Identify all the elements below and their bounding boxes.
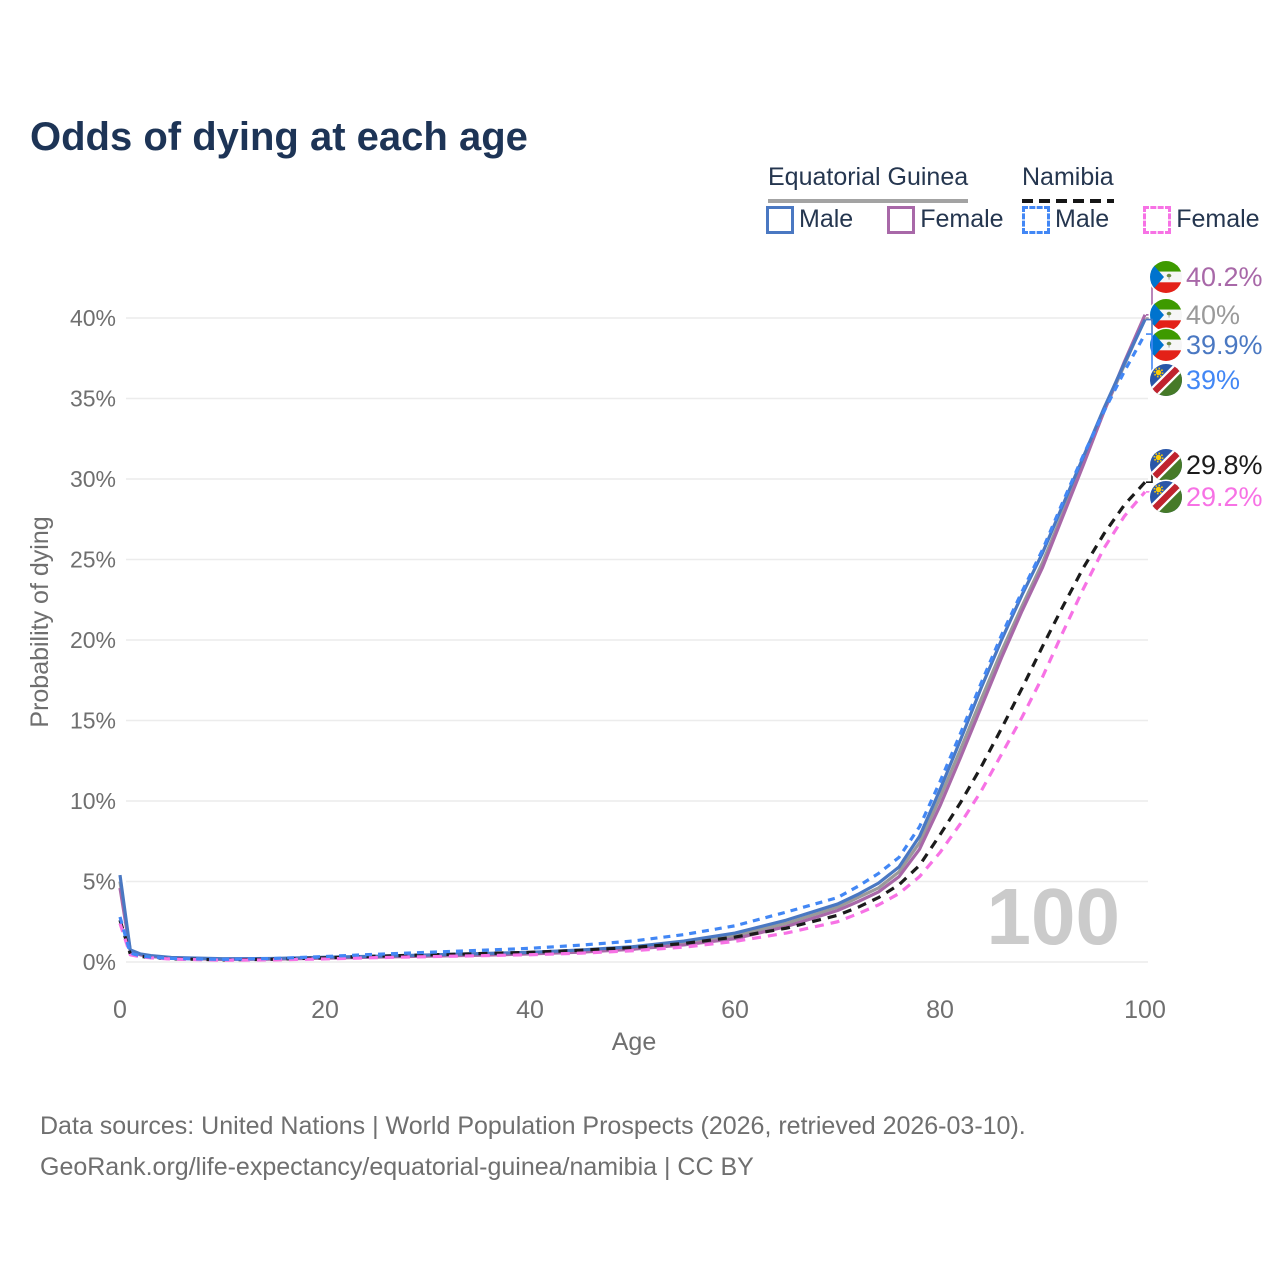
y-axis-tick-label: 15% <box>70 708 116 734</box>
end-value-label: 40.2% <box>1186 262 1263 292</box>
x-axis-tick-label: 0 <box>113 996 127 1024</box>
legend-swatch-eq-female <box>887 205 916 234</box>
series-line <box>118 333 1147 962</box>
y-axis-tick-label: 25% <box>70 547 116 573</box>
equatorial-guinea-flag-icon <box>1150 329 1182 361</box>
legend-label-eq-female: Female <box>920 205 1004 233</box>
legend-group-namibia: Namibia <box>1022 163 1114 203</box>
end-value-label: 29.2% <box>1186 482 1263 512</box>
equatorial-guinea-flag-icon <box>1150 261 1182 293</box>
y-axis-tick-label: 0% <box>83 949 116 975</box>
legend-label-na-male: Male <box>1055 205 1110 233</box>
y-axis-tick-label: 40% <box>70 305 116 331</box>
legend-country-namibia: Namibia <box>1022 163 1114 191</box>
legend-item-na-male[interactable]: Male <box>1022 205 1109 234</box>
age-watermark: 100 <box>987 872 1120 961</box>
y-axis-tick-label: 30% <box>70 466 116 492</box>
legend-swatch-na-male <box>1022 205 1050 234</box>
legend-item-eq-female[interactable]: Female <box>887 205 1004 234</box>
end-value-label: 39.9% <box>1186 330 1263 360</box>
end-value-label: 39% <box>1186 365 1240 395</box>
legend-items-equatorial-guinea: Male Female <box>766 205 1004 234</box>
attribution-text: GeoRank.org/life-expectancy/equatorial-g… <box>40 1153 754 1181</box>
data-sources-text: Data sources: United Nations | World Pop… <box>40 1112 1026 1140</box>
y-axis-tick-label: 5% <box>83 869 116 895</box>
page-title: Odds of dying at each age <box>30 114 528 159</box>
x-axis-tick-label: 40 <box>516 996 544 1024</box>
y-axis-tick-label: 20% <box>70 627 116 653</box>
y-axis-title: Probability of dying <box>26 516 54 727</box>
y-axis-tick-label: 35% <box>70 386 116 412</box>
series-line <box>118 314 1147 962</box>
y-axis-tick-label: 10% <box>70 788 116 814</box>
legend-country-equatorial-guinea: Equatorial Guinea <box>768 163 969 191</box>
legend-swatch-eq-male <box>766 205 794 234</box>
series-line <box>118 317 1147 961</box>
legend-items-namibia: Male Female <box>1022 205 1260 234</box>
legend-swatch-na-female <box>1143 205 1172 234</box>
legend-item-eq-male[interactable]: Male <box>766 205 853 234</box>
footer: Data sources: United Nations | World Pop… <box>40 1106 1026 1188</box>
series-line <box>118 318 1147 961</box>
legend-underline-dashed <box>1022 199 1114 203</box>
x-axis-tick-label: 20 <box>311 996 339 1024</box>
x-axis-tick-label: 100 <box>1124 996 1166 1024</box>
series-line <box>118 490 1147 962</box>
legend-group-equatorial-guinea: Equatorial Guinea <box>768 163 969 203</box>
legend-item-na-female[interactable]: Female <box>1143 205 1260 234</box>
end-value-label: 29.8% <box>1186 450 1263 480</box>
legend-label-eq-male: Male <box>799 205 854 233</box>
x-axis-title: Age <box>612 1028 656 1056</box>
legend-label-na-female: Female <box>1176 205 1260 233</box>
legend-underline-solid <box>768 199 969 203</box>
end-value-label: 40% <box>1186 300 1240 330</box>
odds-of-dying-line-chart: 0% 5% 10% 15% 20% 25% 30% 35% 40% 0 20 40 60 80 100 Age… <box>26 259 1263 1056</box>
x-axis-tick-label: 80 <box>926 996 954 1024</box>
equatorial-guinea-flag-icon <box>1150 299 1182 331</box>
x-axis-tick-label: 60 <box>721 996 749 1024</box>
